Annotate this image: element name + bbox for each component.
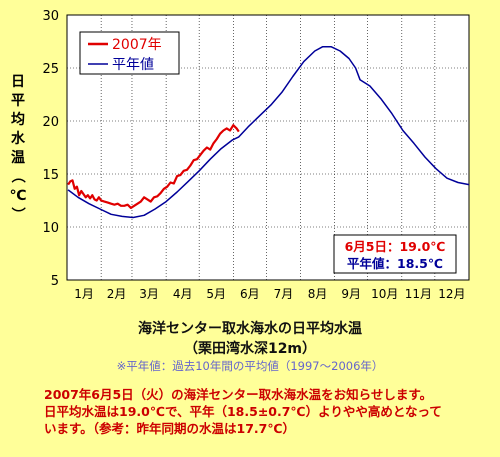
y-tick-label: 15 <box>42 168 59 183</box>
x-tick-label: 7月 <box>274 287 294 301</box>
series-line-normal <box>67 46 470 219</box>
x-tick-label: 5月 <box>206 287 226 301</box>
legend-label-normal: 平年値 <box>112 57 154 73</box>
y-tick-label: 30 <box>42 9 59 24</box>
value-annotation: 6月5日：19.0℃ 平年値：18.5℃ <box>333 234 457 274</box>
legend-box <box>79 31 180 75</box>
legend: 2007年 平年値 <box>79 31 180 75</box>
y-axis-label-char: 日 <box>11 74 25 90</box>
legend-label-2007: 2007年 <box>112 37 162 53</box>
x-tick-label: 2月 <box>107 287 127 301</box>
y-axis-label: 日平均水温 （ ℃ ） <box>9 74 27 221</box>
x-tick-label: 11月 <box>405 287 432 301</box>
x-tick-label: 3月 <box>139 287 159 301</box>
annotation-date-text: 6月5日：19.0℃ <box>345 239 446 254</box>
notice-line-1: 2007年6月5日（火）の海洋センター取水海水温をお知らせします。 <box>44 387 433 402</box>
x-tick-label: 10月 <box>371 287 398 301</box>
x-tick-label: 8月 <box>308 287 328 301</box>
y-tick-label: 5 <box>51 274 59 289</box>
annotation-box <box>333 234 457 274</box>
series-line-2007 <box>67 124 240 209</box>
x-tick-label: 9月 <box>341 287 361 301</box>
y-tick-label: 10 <box>42 221 59 236</box>
x-tick-labels: 1月 2月 3月 4月 5月 6月 7月 8月 9月 10月 11月 12月 <box>74 287 465 301</box>
normal-value-note: ※平年値：過去10年間の平均値（1997～2006年） <box>116 359 384 373</box>
y-axis-label-char: （ <box>9 169 25 183</box>
chart-subtitle: （栗田湾水深12m） <box>183 341 317 357</box>
y-axis-label-char: 温 <box>11 150 25 166</box>
x-tick-label: 6月 <box>240 287 260 301</box>
y-axis-label-char: ） <box>9 207 25 221</box>
y-tick-label: 20 <box>42 115 59 130</box>
notice-line-2: 日平均水温は19.0℃で、平年（18.5±0.7℃）よりやや高めとなって <box>44 404 442 419</box>
chart-title: 海洋センター取水海水の日平均水温 <box>138 321 362 337</box>
y-tick-labels: 5 10 15 20 25 30 <box>42 9 59 289</box>
x-tick-label: 1月 <box>74 287 94 301</box>
x-tick-label: 12月 <box>438 287 465 301</box>
y-axis-label-char: 平 <box>11 93 25 109</box>
y-axis-label-char: 水 <box>11 130 26 147</box>
notice-line-3: います。（参考：昨年同期の水温は17.7℃） <box>44 421 295 436</box>
y-axis-label-char: ℃ <box>10 188 27 204</box>
y-tick-label: 25 <box>42 62 59 77</box>
series-lines <box>67 46 470 219</box>
notice-text: 2007年6月5日（火）の海洋センター取水海水温をお知らせします。 日平均水温は… <box>44 386 494 437</box>
y-axis-label-char: 均 <box>11 111 25 128</box>
x-tick-label: 4月 <box>173 287 193 301</box>
annotation-normal-text: 平年値：18.5℃ <box>347 256 443 271</box>
